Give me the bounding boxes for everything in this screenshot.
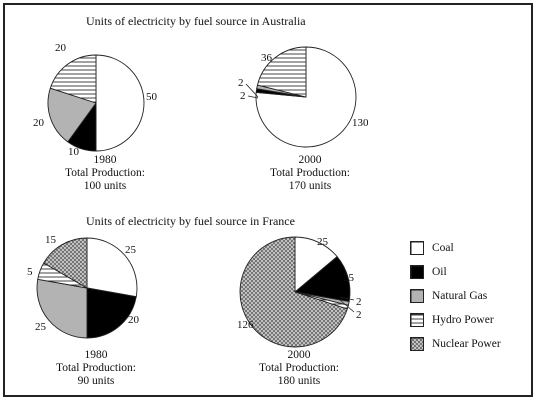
legend-item-oil: Oil (410, 260, 501, 284)
caption-year: 1980 (84, 349, 108, 361)
label-fra2000-gas: 2 (356, 296, 362, 308)
pie-slice-hydro (49, 54, 97, 104)
label-aus2000-oil: 2 (238, 77, 244, 89)
caption-year: 1980 (93, 154, 117, 166)
legend-item-hydro: Hydro Power (410, 308, 501, 332)
caption-total-value: 100 units (83, 180, 127, 192)
caption-total-label: Total Production: (64, 167, 145, 179)
label-aus2000-gas: 2 (240, 90, 246, 102)
label-aus2000-hydro: 36 (261, 52, 272, 64)
pie-australia-2000 (255, 46, 357, 148)
pie-slice-oil (86, 287, 137, 339)
france-title: Units of electricity by fuel source in F… (86, 214, 295, 228)
label-fra2000-oil: 25 (343, 272, 354, 284)
label-aus2000-coal: 130 (352, 117, 369, 129)
pie-slice-hydro (256, 46, 307, 98)
pie-slice-coal (255, 46, 357, 148)
caption-year: 2000 (298, 154, 322, 166)
label-aus1980-coal: 50 (146, 91, 157, 103)
pie-slice-gas (47, 87, 97, 143)
label-fra2000-hydro: 2 (356, 309, 362, 321)
legend-swatch-coal (410, 241, 424, 255)
pie-slice-nuclear (43, 237, 88, 289)
australia-title: Units of electricity by fuel source in A… (86, 14, 306, 28)
leader-fra2000-hydro (339, 299, 355, 313)
label-aus1980-hydro: 20 (55, 42, 66, 54)
caption-total-label: Total Production: (269, 167, 350, 179)
pie-slice-coal (86, 237, 138, 298)
label-fra1980-hydro: 5 (27, 266, 33, 278)
pie-slice-coal (95, 54, 145, 152)
label-fra2000-nuclear: 126 (237, 319, 254, 331)
caption-year: 2000 (287, 349, 311, 361)
caption-total-label: Total Production: (55, 362, 136, 374)
pie-france-2000 (239, 236, 351, 348)
pie-slice-nuclear (239, 236, 348, 348)
figure-frame (3, 3, 533, 397)
label-fra1980-nuclear: 15 (45, 234, 56, 246)
caption-total-value: 90 units (77, 375, 115, 387)
label-fra2000-coal: 25 (317, 236, 328, 248)
legend-label: Hydro Power (432, 314, 494, 326)
caption-france-1980: 1980 Total Production: 90 units (41, 349, 151, 388)
legend-label: Coal (432, 242, 454, 254)
caption-total-label: Total Production: (258, 362, 339, 374)
pie-slice-gas (36, 278, 88, 339)
leader-fra2000-gas (339, 296, 355, 301)
legend-swatch-hydro (410, 313, 424, 327)
label-fra1980-gas: 25 (35, 321, 46, 333)
leader-aus2000-gas (247, 95, 259, 99)
caption-australia-2000: 2000 Total Production: 170 units (255, 154, 365, 193)
leader-aus2000-oil (245, 83, 259, 98)
legend-swatch-oil (410, 265, 424, 279)
caption-total-value: 170 units (288, 180, 332, 192)
pie-france-1980 (36, 237, 138, 339)
legend-swatch-gas (410, 289, 424, 303)
legend-item-nuclear: Nuclear Power (410, 332, 501, 356)
legend-item-gas: Natural Gas (410, 284, 501, 308)
label-fra1980-coal: 25 (125, 244, 136, 256)
legend-label: Natural Gas (432, 290, 488, 302)
legend: Coal Oil Natural Gas Hydro Power Nuclear… (410, 236, 501, 356)
label-aus1980-gas: 20 (33, 117, 44, 129)
label-aus1980-oil: 10 (68, 146, 79, 158)
legend-swatch-nuclear (410, 337, 424, 351)
legend-label: Oil (432, 266, 447, 278)
caption-france-2000: 2000 Total Production: 180 units (244, 349, 354, 388)
pie-australia-1980 (47, 54, 145, 152)
caption-total-value: 180 units (277, 375, 321, 387)
label-fra1980-oil: 20 (128, 314, 139, 326)
legend-item-coal: Coal (410, 236, 501, 260)
caption-australia-1980: 1980 Total Production: 100 units (50, 154, 160, 193)
legend-label: Nuclear Power (432, 338, 501, 350)
